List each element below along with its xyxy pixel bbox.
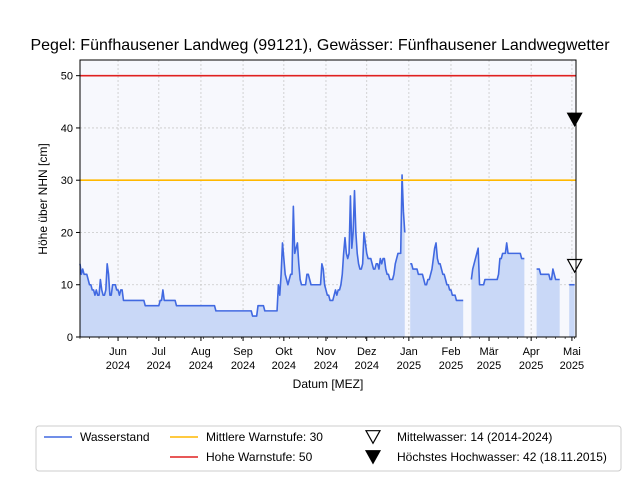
x-tick-label-month: Mär xyxy=(480,346,499,358)
x-tick-label-month: Sep xyxy=(233,346,253,358)
x-tick-label-year: 2025 xyxy=(439,360,463,372)
legend: Wasserstand Mittlere Warnstufe: 30 Hohe Wa… xyxy=(35,425,622,472)
series-line xyxy=(470,242,525,286)
series-layer xyxy=(79,174,575,337)
x-tick-label-year: 2025 xyxy=(519,360,543,372)
y-tick-label: 50 xyxy=(61,71,73,83)
x-tick-label-year: 2024 xyxy=(272,360,296,372)
x-tick-label-year: 2024 xyxy=(147,360,171,372)
series-area xyxy=(471,242,525,337)
series-area xyxy=(536,269,560,337)
x-tick-label-month: Apr xyxy=(523,346,540,358)
chart-title: Pegel: Fünfhausener Landweg (99121), Gew… xyxy=(30,37,610,54)
legend-triangle-swatch xyxy=(364,450,382,465)
x-tick-label-month: Feb xyxy=(441,346,460,358)
legend-label: Wasserstand xyxy=(80,430,150,444)
y-tick-label: 30 xyxy=(61,175,73,187)
legend-label: Höchstes Hochwasser: 42 (18.11.2015) xyxy=(397,450,607,464)
y-tick-label: 0 xyxy=(67,332,73,344)
x-tick-label-month: Jun xyxy=(109,346,127,358)
x-tick-label-year: 2024 xyxy=(189,360,213,372)
x-tick-label-year: 2025 xyxy=(477,360,501,372)
plot-frame xyxy=(79,59,577,338)
y-tick-label: 10 xyxy=(61,280,73,292)
reference-lines xyxy=(80,74,576,182)
marker-triangle xyxy=(566,112,583,128)
x-tick-label-month: Nov xyxy=(316,346,336,358)
y-tick-label: 20 xyxy=(61,227,73,239)
series-line xyxy=(536,268,560,281)
y-axis: 0 10 20 30 40 50 xyxy=(61,71,80,344)
x-tick-label-year: 2025 xyxy=(397,360,421,372)
series-area xyxy=(569,284,575,337)
x-tick-label-month: Dez xyxy=(357,346,377,358)
series-line xyxy=(79,174,406,317)
x-tick-label-month: Mai xyxy=(563,346,581,358)
y-tick-label: 40 xyxy=(61,123,73,135)
markers xyxy=(566,112,583,274)
x-tick-label-month: Jan xyxy=(400,346,418,358)
x-axis: Jun 2024 Jul 2024 Aug 2024 Sep 2024 Okt 2024 Nov 20… xyxy=(79,337,584,372)
series-area xyxy=(410,242,464,337)
legend-label: Mittlere Warnstufe: 30 xyxy=(206,430,323,444)
x-tick-label-year: 2024 xyxy=(106,360,130,372)
x-tick-label-month: Aug xyxy=(191,346,211,358)
x-tick-label-year: 2024 xyxy=(354,360,378,372)
x-tick-label-year: 2024 xyxy=(231,360,255,372)
legend-triangle-swatch xyxy=(364,430,382,445)
x-axis-label: Datum [MEZ] xyxy=(293,377,364,391)
marker-triangle xyxy=(566,258,583,274)
x-tick-label-month: Okt xyxy=(275,346,292,358)
series-area xyxy=(80,174,405,337)
y-axis-label: Höhe über NHN [cm] xyxy=(36,143,50,254)
legend-label: Mittelwasser: 14 (2014-2024) xyxy=(397,430,552,444)
x-tick-label-month: Jul xyxy=(152,346,166,358)
series-line xyxy=(410,242,464,302)
x-tick-label-year: 2024 xyxy=(314,360,338,372)
legend-label: Hohe Warnstufe: 50 xyxy=(206,450,313,464)
x-tick-label-year: 2025 xyxy=(560,360,584,372)
